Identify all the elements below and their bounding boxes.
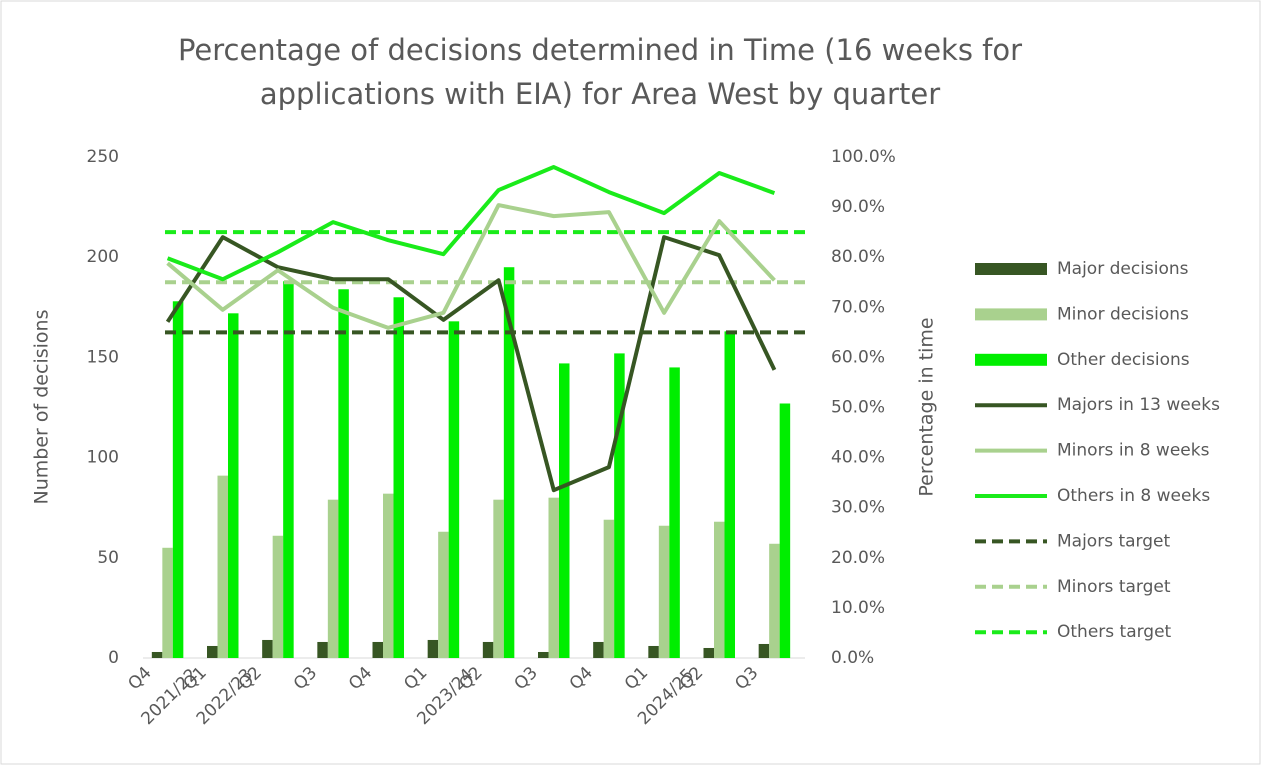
line (166, 203, 776, 330)
bar (317, 641, 328, 658)
y-tick-label: 100 (87, 448, 119, 468)
bar (714, 521, 725, 658)
y2-tick-label: 50.0% (831, 398, 885, 418)
legend-label: Minor decisions (1057, 304, 1189, 324)
bar (327, 499, 339, 658)
bar (493, 499, 504, 658)
bar (503, 267, 515, 658)
chart-title: applications with EIA) for Area West by … (260, 77, 940, 111)
legend-swatch (975, 263, 1047, 275)
legend-label: Minors in 8 weeks (1057, 441, 1210, 461)
bar (548, 497, 559, 658)
y2-tick-label: 30.0% (831, 498, 885, 518)
bar (758, 643, 770, 658)
bar (427, 639, 439, 658)
bar (448, 321, 460, 658)
y-tick-label: 250 (87, 147, 119, 167)
bar (482, 641, 494, 658)
line (165, 235, 777, 493)
legend-label: Majors in 13 weeks (1057, 395, 1220, 415)
legend-label: Major decisions (1057, 259, 1189, 279)
bar (207, 645, 218, 658)
bar (338, 289, 349, 658)
chart-title: Percentage of decisions determined in Ti… (178, 33, 1022, 67)
y2-tick-label: 40.0% (831, 448, 885, 468)
bar (217, 475, 228, 658)
bar (648, 645, 659, 658)
bar (383, 493, 394, 658)
bar (603, 519, 615, 658)
bar (283, 281, 294, 658)
y-axis-title: Number of decisions (31, 310, 53, 505)
y2-tick-label: 100.0% (831, 147, 896, 167)
bar (162, 547, 173, 658)
legend-label: Minors target (1057, 577, 1171, 597)
bar (272, 535, 284, 658)
y-tick-label: 150 (87, 347, 119, 367)
y2-tick-label: 10.0% (831, 598, 885, 618)
y2-tick-label: 60.0% (831, 347, 885, 367)
legend-swatch (975, 353, 1047, 366)
legend-label: Majors target (1057, 531, 1170, 551)
bar (538, 651, 549, 658)
bar (228, 313, 239, 658)
bar (724, 331, 735, 658)
y2-tick-label: 80.0% (831, 247, 885, 267)
bar (779, 403, 791, 658)
legend-label: Other decisions (1057, 350, 1190, 370)
bar (703, 647, 714, 658)
bar (393, 297, 404, 658)
y2-tick-label: 90.0% (831, 197, 885, 217)
bar (151, 651, 163, 658)
bar (614, 353, 625, 658)
line (166, 165, 776, 282)
legend-label: Others target (1057, 622, 1172, 642)
y-tick-label: 0 (108, 648, 119, 668)
bar (593, 641, 604, 658)
legend-label: Others in 8 weeks (1057, 486, 1210, 506)
bar (172, 301, 184, 658)
y-tick-label: 200 (87, 247, 119, 267)
bar (658, 525, 670, 658)
y2-tick-label: 20.0% (831, 548, 885, 568)
y2-tick-label: 0.0% (831, 648, 874, 668)
bar (559, 363, 570, 658)
legend-swatch (975, 308, 1047, 321)
bar (769, 543, 780, 658)
y2-tick-label: 70.0% (831, 297, 885, 317)
bar (669, 367, 680, 658)
y-tick-label: 50 (97, 548, 119, 568)
bar (372, 641, 383, 658)
bar (262, 639, 273, 658)
y2-axis-title: Percentage in time (916, 317, 938, 496)
bar (438, 531, 449, 658)
